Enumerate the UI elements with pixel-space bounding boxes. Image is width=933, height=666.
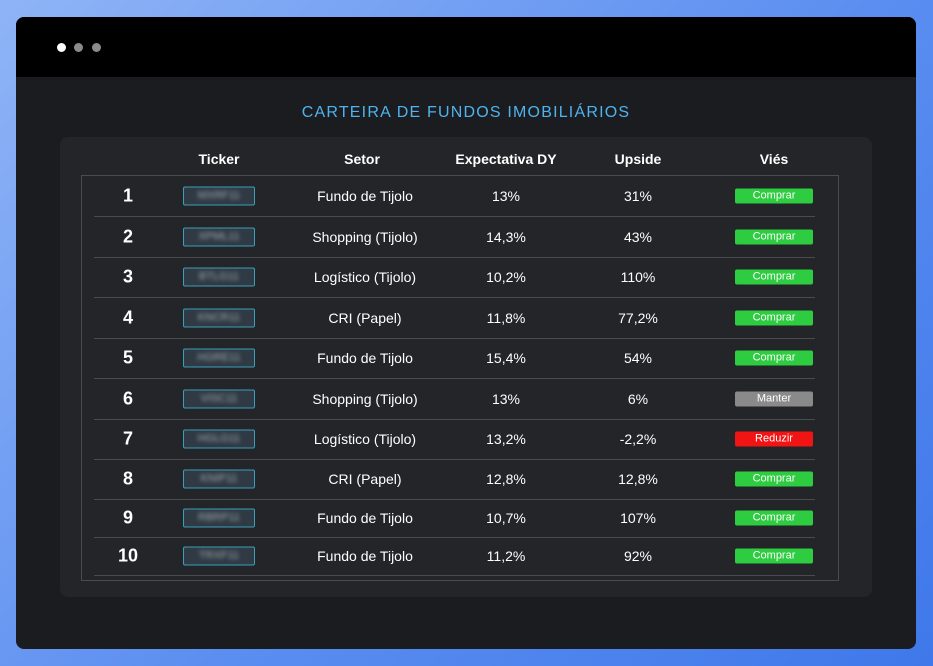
setor-cell: Logístico (Tijolo) xyxy=(313,431,417,447)
ticker-chip[interactable]: XPML11 xyxy=(183,227,255,246)
portfolio-card: Ticker Setor Expectativa DY Upside Viés … xyxy=(60,137,872,597)
window-titlebar xyxy=(16,17,916,77)
expectativa-dy-cell: 13% xyxy=(491,188,521,204)
row-number: 1 xyxy=(122,185,134,206)
page-title: CARTEIRA DE FUNDOS IMOBILIÁRIOS xyxy=(301,104,631,121)
upside-cell: -2,2% xyxy=(619,431,657,447)
expectativa-dy-cell: 11,2% xyxy=(486,548,526,564)
ticker-chip[interactable]: MXRF11 xyxy=(183,186,255,206)
ticker-label: TRXF11 xyxy=(198,549,240,562)
row-number: 9 xyxy=(122,507,134,528)
setor-cell: Fundo de Tijolo xyxy=(317,350,413,366)
vies-comprar-badge: Comprar xyxy=(735,188,813,204)
ticker-chip[interactable]: KNIP11 xyxy=(183,469,255,489)
close-window-dot-icon[interactable] xyxy=(57,43,66,52)
ticker-label: HGLG11 xyxy=(197,432,241,445)
ticker-label: MXRF11 xyxy=(197,189,241,202)
table-row: 7 HGLG11 Logístico (Tijolo) 13,2% -2,2% Reduz… xyxy=(94,419,815,460)
setor-cell: Logístico (Tijolo) xyxy=(313,269,417,285)
vies-comprar-badge: Comprar xyxy=(735,269,813,285)
ticker-label: HGRE11 xyxy=(197,351,241,364)
table-row: 3 BTLG11 Logístico (Tijolo) 10,2% 110% Compra… xyxy=(94,257,815,298)
ticker-chip[interactable]: HGRE11 xyxy=(183,348,255,368)
ticker-label: RBRP11 xyxy=(198,511,240,524)
table-header: Ticker Setor Expectativa DY Upside Viés xyxy=(60,137,872,177)
header-expectativa-dy: Expectativa DY xyxy=(455,151,557,167)
upside-cell: 12,8% xyxy=(618,471,658,487)
table-row: 2 XPML11 Shopping (Tijolo) 14,3% 43% Comprar xyxy=(94,216,815,258)
table-row: 8 KNIP11 CRI (Papel) 12,8% 12,8% Comprar xyxy=(94,459,815,500)
expectativa-dy-cell: 12,8% xyxy=(486,471,526,487)
expectativa-dy-cell: 10,7% xyxy=(486,510,526,526)
upside-cell: 77,2% xyxy=(618,309,658,326)
upside-cell: 107% xyxy=(620,510,656,526)
minimize-window-dot-icon[interactable] xyxy=(74,43,83,52)
upside-cell: 6% xyxy=(627,390,649,407)
vies-comprar-badge: Comprar xyxy=(735,510,813,526)
vies-manter-badge: Manter xyxy=(735,391,813,406)
vies-comprar-badge: Comprar xyxy=(735,548,813,564)
expectativa-dy-cell: 14,3% xyxy=(486,228,526,245)
setor-cell: CRI (Papel) xyxy=(328,309,402,326)
app-window: CARTEIRA DE FUNDOS IMOBILIÁRIOS Ticker S… xyxy=(16,17,916,649)
ticker-label: KNCR11 xyxy=(197,311,241,323)
row-number: 2 xyxy=(122,226,134,246)
header-vies: Viés xyxy=(759,151,789,167)
expectativa-dy-cell: 13% xyxy=(491,390,521,407)
ticker-label: XPML11 xyxy=(198,230,240,242)
expectativa-dy-cell: 10,2% xyxy=(486,269,526,285)
table-row: 9 RBRP11 Fundo de Tijolo 10,7% 107% Comprar xyxy=(94,499,815,538)
expectativa-dy-cell: 11,8% xyxy=(486,309,526,326)
portfolio-table: 1 MXRF11 Fundo de Tijolo 13% 31% Comprar 2 XPML… xyxy=(81,175,839,581)
table-row: 4 KNCR11 CRI (Papel) 11,8% 77,2% Comprar xyxy=(94,297,815,339)
ticker-label: BTLG11 xyxy=(198,270,240,283)
expectativa-dy-cell: 13,2% xyxy=(486,431,526,447)
ticker-chip[interactable]: BTLG11 xyxy=(183,267,255,287)
row-number: 6 xyxy=(122,388,134,408)
ticker-chip[interactable]: TRXF11 xyxy=(183,546,255,566)
header-upside: Upside xyxy=(614,151,662,167)
expectativa-dy-cell: 15,4% xyxy=(486,350,526,366)
vies-comprar-badge: Comprar xyxy=(735,229,813,244)
row-number: 4 xyxy=(122,307,134,327)
vies-comprar-badge: Comprar xyxy=(735,310,813,325)
vies-reduzir-badge: Reduzir xyxy=(735,431,813,447)
row-number: 10 xyxy=(117,545,139,566)
ticker-chip[interactable]: KNCR11 xyxy=(183,308,255,327)
setor-cell: Fundo de Tijolo xyxy=(317,548,413,564)
vies-comprar-badge: Comprar xyxy=(735,350,813,366)
ticker-label: VISC11 xyxy=(200,392,238,404)
setor-cell: Fundo de Tijolo xyxy=(317,510,413,526)
upside-cell: 92% xyxy=(623,548,653,564)
upside-cell: 110% xyxy=(620,269,656,285)
setor-cell: CRI (Papel) xyxy=(328,471,402,487)
header-setor: Setor xyxy=(344,151,380,167)
upside-cell: 31% xyxy=(623,188,653,204)
upside-cell: 43% xyxy=(623,228,653,245)
vies-comprar-badge: Comprar xyxy=(735,471,813,487)
row-number: 7 xyxy=(122,428,134,449)
table-row: 10 TRXF11 Fundo de Tijolo 11,2% 92% Comprar xyxy=(94,537,815,576)
ticker-chip[interactable]: RBRP11 xyxy=(183,508,255,528)
table-row: 1 MXRF11 Fundo de Tijolo 13% 31% Comprar xyxy=(94,176,815,217)
setor-cell: Shopping (Tijolo) xyxy=(312,390,418,407)
table-row: 6 VISC11 Shopping (Tijolo) 13% 6% Manter xyxy=(94,378,815,420)
ticker-chip[interactable]: VISC11 xyxy=(183,389,255,408)
row-number: 8 xyxy=(122,468,134,489)
maximize-window-dot-icon[interactable] xyxy=(92,43,101,52)
setor-cell: Shopping (Tijolo) xyxy=(312,228,418,245)
setor-cell: Fundo de Tijolo xyxy=(317,188,413,204)
upside-cell: 54% xyxy=(623,350,653,366)
ticker-label: KNIP11 xyxy=(200,472,238,485)
header-ticker: Ticker xyxy=(198,151,240,167)
ticker-chip[interactable]: HGLG11 xyxy=(183,429,255,449)
row-number: 5 xyxy=(122,347,134,368)
table-row: 5 HGRE11 Fundo de Tijolo 15,4% 54% Comprar xyxy=(94,338,815,379)
row-number: 3 xyxy=(122,266,134,287)
